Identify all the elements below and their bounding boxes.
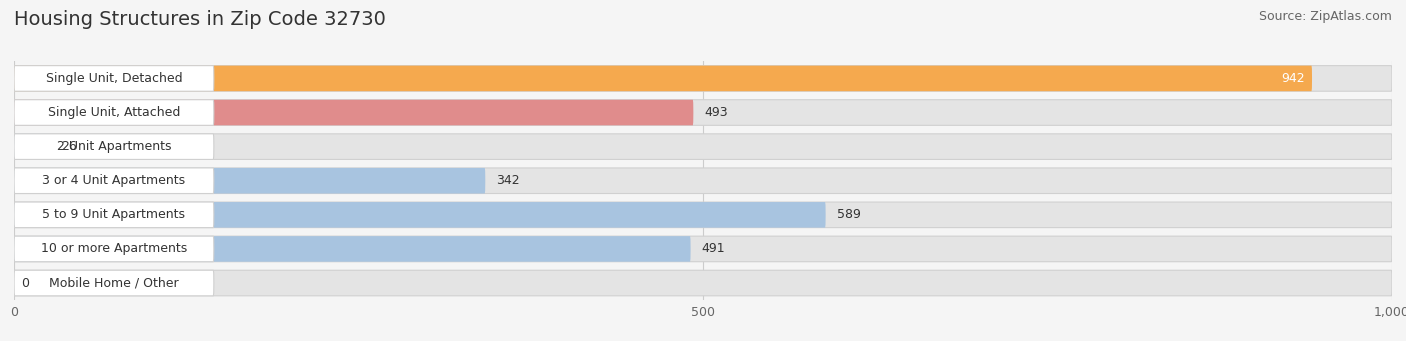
Text: Housing Structures in Zip Code 32730: Housing Structures in Zip Code 32730 [14,10,385,29]
FancyBboxPatch shape [14,66,214,91]
Text: Single Unit, Detached: Single Unit, Detached [45,72,183,85]
FancyBboxPatch shape [14,100,214,125]
Text: Source: ZipAtlas.com: Source: ZipAtlas.com [1258,10,1392,23]
FancyBboxPatch shape [14,236,214,262]
Text: 491: 491 [702,242,725,255]
Text: 26: 26 [60,140,77,153]
FancyBboxPatch shape [14,100,1392,125]
FancyBboxPatch shape [14,202,214,228]
FancyBboxPatch shape [14,134,214,160]
FancyBboxPatch shape [14,168,1392,194]
FancyBboxPatch shape [14,202,1392,228]
FancyBboxPatch shape [14,168,214,194]
FancyBboxPatch shape [14,134,49,160]
Text: 10 or more Apartments: 10 or more Apartments [41,242,187,255]
Text: Single Unit, Attached: Single Unit, Attached [48,106,180,119]
FancyBboxPatch shape [14,270,1392,296]
FancyBboxPatch shape [14,66,1392,91]
FancyBboxPatch shape [14,100,693,125]
FancyBboxPatch shape [14,168,485,194]
FancyBboxPatch shape [14,202,825,228]
Text: 2 Unit Apartments: 2 Unit Apartments [56,140,172,153]
Text: 589: 589 [837,208,860,221]
Text: Mobile Home / Other: Mobile Home / Other [49,277,179,290]
Text: 3 or 4 Unit Apartments: 3 or 4 Unit Apartments [42,174,186,187]
FancyBboxPatch shape [14,236,690,262]
FancyBboxPatch shape [14,66,1312,91]
Text: 942: 942 [1281,72,1305,85]
Text: 493: 493 [704,106,728,119]
FancyBboxPatch shape [14,134,1392,160]
FancyBboxPatch shape [14,236,1392,262]
Text: 342: 342 [496,174,520,187]
FancyBboxPatch shape [14,270,214,296]
Text: 0: 0 [21,277,30,290]
Text: 5 to 9 Unit Apartments: 5 to 9 Unit Apartments [42,208,186,221]
